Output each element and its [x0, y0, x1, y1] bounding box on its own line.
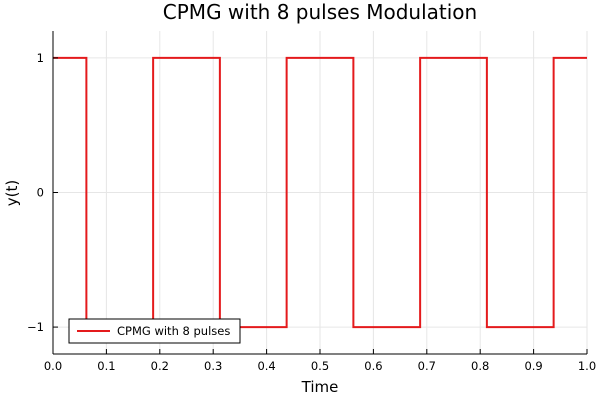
- x-tick-label: 0.5: [311, 359, 329, 373]
- x-tick-label: 0.2: [151, 359, 169, 373]
- legend-label: CPMG with 8 pulses: [117, 324, 230, 338]
- x-tick-label: 1.0: [578, 359, 596, 373]
- x-tick-label: 0.7: [418, 359, 436, 373]
- x-tick-label: 0.6: [364, 359, 382, 373]
- grid: [52, 31, 588, 354]
- x-tick-label: 0.9: [524, 359, 542, 373]
- x-tick-label: 0.4: [257, 359, 275, 373]
- x-tick-label: 0.0: [44, 359, 62, 373]
- x-tick-label: 0.1: [97, 359, 115, 373]
- y-tick-label: 0: [37, 186, 44, 200]
- y-tick-label: −1: [27, 320, 44, 334]
- x-tick-label: 0.8: [471, 359, 489, 373]
- legend: CPMG with 8 pulses: [68, 318, 241, 344]
- ticks: 0.0 0.1 0.2 0.3 0.4 0.5 0.6 0.7 0.8 0.9 1.0 −1 0 1: [27, 51, 596, 373]
- x-tick-label: 0.3: [204, 359, 222, 373]
- chart-title: CPMG with 8 pulses Modulation: [163, 0, 477, 24]
- y-tick-label: 1: [37, 51, 44, 65]
- x-axis-label: Time: [301, 378, 339, 396]
- y-axis-label: y(t): [3, 180, 21, 206]
